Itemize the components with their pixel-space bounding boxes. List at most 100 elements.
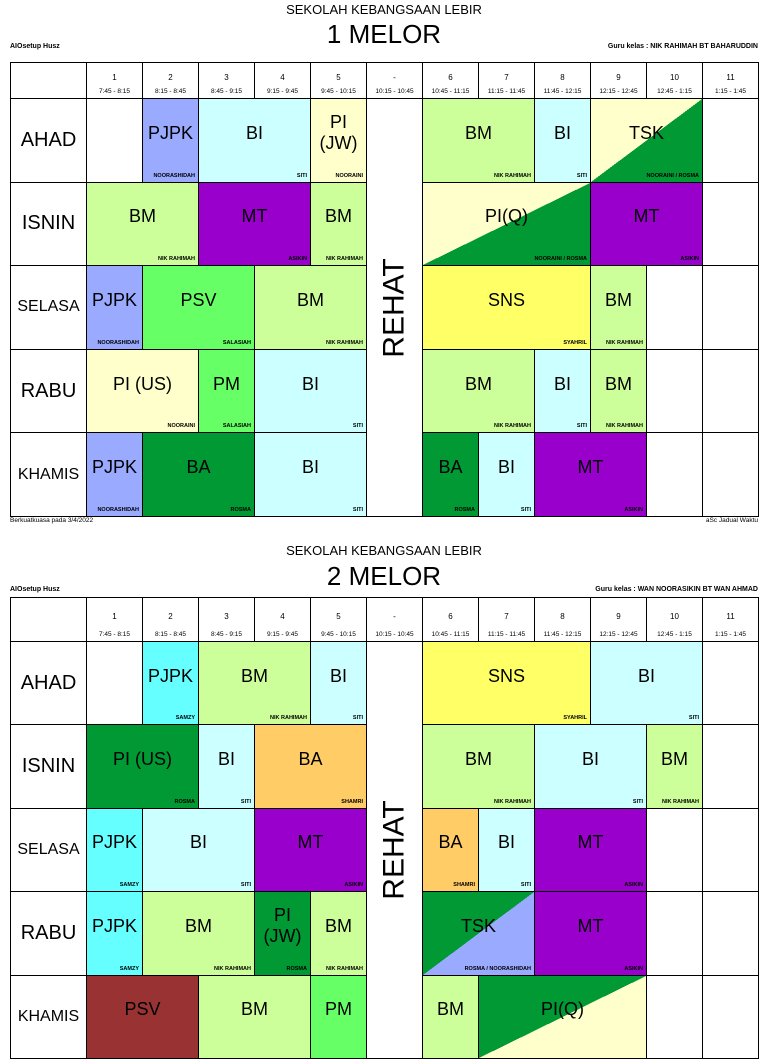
teacher: NIK RAHIMAH [494,423,531,430]
empty-cell [646,432,703,517]
period-header: 6 10:45 - 11:15 [422,62,479,99]
empty-cell [702,432,759,517]
period-number: 7 [504,612,509,621]
subject: PJPK [91,289,138,310]
teacher: SITI [576,172,587,179]
period-time: 7:45 - 8:15 [98,631,131,638]
lesson-cell: PJPK SAMZY [86,891,143,976]
teacher: NIK RAHIMAH [606,423,643,430]
day-name: SELASA [17,840,80,858]
subject: PM [213,373,240,394]
teacher: NIK RAHIMAH [158,256,195,263]
lesson-cell: PM SALASIAH [198,348,255,434]
teacher: SAMZY [119,882,139,889]
lesson-cell: PJPK SAMZY [142,641,199,726]
subject: BI [553,373,571,394]
subject: TSK [628,122,664,143]
subject: PJPK [91,915,138,936]
day-name: AHAD [20,128,77,151]
period-header: 5 9:45 - 10:15 [310,597,367,642]
empty-cell [702,641,759,726]
period-header: 5 9:45 - 10:15 [310,62,367,99]
teacher: ROSMA [174,798,195,805]
lesson-cell: PJPK SAMZY [86,807,143,893]
subject: PJPK [91,832,138,853]
subject: BA [186,457,211,478]
lesson-cell: BI SITI [478,807,535,893]
period-number: 11 [726,73,735,82]
period-time: 9:45 - 10:15 [321,88,356,95]
empty-cell [646,807,703,893]
teacher: NOORASHIDAH [97,506,139,513]
setup-note: AIOsetup Husz [10,43,60,50]
lesson-cell: MT ASIKIN [534,891,647,976]
teacher: NIK RAHIMAH [214,965,251,972]
lesson-cell: BI SITI [142,807,255,893]
subject: BA [298,749,323,770]
day-name: RABU [20,379,77,402]
teacher: SAMZY [175,715,195,722]
day-cell: RABU [10,348,87,434]
lesson-cell: BM NIK RAHIMAH [590,265,647,350]
lesson-cell: BM NIK RAHIMAH [86,181,199,267]
period-number: 11 [726,612,735,621]
period-header: 3 8:45 - 9:15 [198,597,255,642]
day-cell: SELASA [10,265,87,350]
teacher: SITI [352,506,363,513]
day-name: KHAMIS [17,465,80,483]
period-number: 3 [224,73,229,82]
rest-label: REHAT [377,800,411,900]
lesson-cell: SNS SYAHRIL [422,265,591,350]
lesson-cell: BI SITI [198,98,311,183]
subject: PSV [180,289,217,310]
subject: BM [437,999,464,1020]
subject: PI(Q) [485,206,528,227]
period-number: 1 [112,612,117,621]
rest-column: REHAT [366,98,423,517]
day-cell: SELASA [10,807,87,893]
lesson-cell: BI SITI [590,641,703,726]
teacher: SALASIAH [222,423,251,430]
lesson-cell: PSV [86,974,199,1059]
empty-cell [646,891,703,976]
teacher: SITI [688,715,699,722]
subject: BI [581,749,599,770]
teacher: SITI [240,798,251,805]
teacher: SITI [296,172,307,179]
subject: PJPK [147,665,194,686]
period-number: 8 [560,73,565,82]
period-time: 10:15 - 10:45 [375,631,414,638]
page: (() => { const data = JSON.parse(documen… [10,2,759,1059]
period-header: - 10:15 - 10:45 [366,597,423,642]
empty-cell [702,807,759,893]
day-cell: ISNIN [10,724,87,809]
subject: BM [465,749,492,770]
teacher: NOORAINI [335,172,364,179]
period-time: 12:45 - 1:15 [657,88,692,95]
lesson-cell: MT ASIKIN [534,807,647,893]
lesson-cell: MT ASIKIN [590,181,703,267]
school-name: SEKOLAH KEBANGSAAN LEBIR [286,543,482,558]
teacher: SHAMRI [453,882,475,889]
teacher: ROSMA [454,506,475,513]
setup-note: AIOsetup Husz [10,586,60,593]
class-teacher: Guru kelas : NIK RAHIMAH BT BAHARUDDIN [607,43,758,50]
subject: PJPK [91,457,138,478]
subject: BM [465,373,492,394]
period-number: 7 [504,73,509,82]
school-name: SEKOLAH KEBANGSAAN LEBIR [286,2,482,17]
period-number: 1 [112,73,117,82]
lesson-cell: BI SITI [310,641,367,726]
period-number: 3 [224,612,229,621]
teacher: SYAHRIL [563,339,587,346]
period-number: - [393,73,396,82]
lesson-cell: PM [310,974,367,1059]
teacher: SAMZY [119,965,139,972]
teacher: SITI [352,423,363,430]
period-time: 8:15 - 8:45 [154,88,187,95]
subject: PSV [124,999,161,1020]
teacher: SYAHRIL [563,715,587,722]
teacher: NIK RAHIMAH [326,965,363,972]
subject: BM [241,665,268,686]
subject: PI (US) [112,373,172,394]
